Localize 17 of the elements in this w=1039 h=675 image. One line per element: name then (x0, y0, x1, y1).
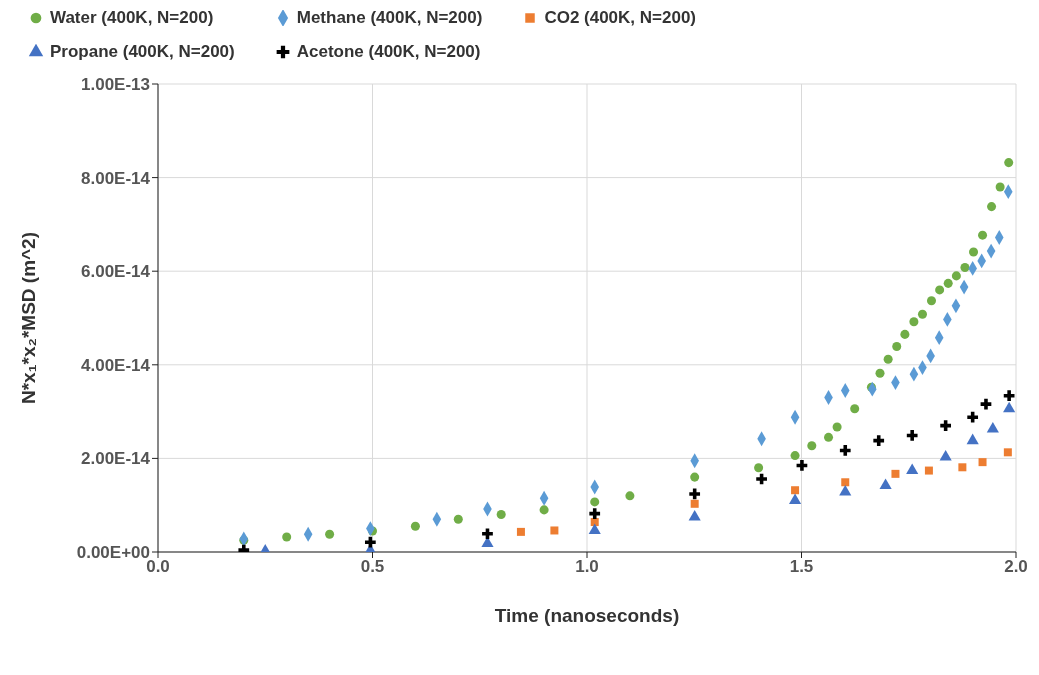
x-tick-label: 0.0 (146, 557, 170, 577)
legend-label: Propane (400K, N=200) (50, 42, 235, 62)
y-tick-label: 4.00E-14 (81, 355, 151, 375)
legend-label: Water (400K, N=200) (50, 8, 214, 28)
x-axis-title: Time (nanoseconds) (494, 605, 680, 626)
x-tick-label: 1.5 (789, 557, 814, 577)
y-tick-label: 8.00E-14 (81, 168, 151, 188)
y-tick-label: 1.00E-13 (81, 75, 150, 95)
y-tick-label: 2.00E-14 (81, 449, 151, 469)
x-tick-label: 1.0 (575, 557, 599, 577)
legend-label: Acetone (400K, N=200) (296, 42, 481, 62)
y-axis-title: N*x₁*x₂*MSD (m^2) (17, 231, 39, 405)
x-tick-label: 2.0 (1004, 557, 1028, 577)
y-tick-label: 6.00E-14 (81, 262, 151, 282)
legend-label: CO2 (400K, N=200) (544, 8, 697, 28)
x-tick-label: 0.5 (360, 557, 385, 577)
legend-label: Methane (400K, N=200) (296, 8, 483, 28)
